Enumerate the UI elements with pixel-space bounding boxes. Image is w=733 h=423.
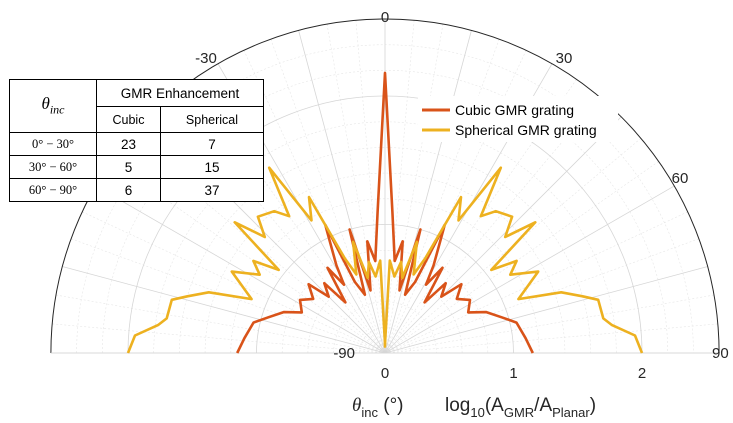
r-axis-sub-planar: Planar [552, 405, 590, 420]
r-axis-mid: /A [534, 395, 552, 416]
theta-header-sub: inc [49, 102, 65, 117]
angular-tick-label: 30 [556, 50, 573, 67]
spherical-value: 7 [159, 132, 265, 156]
radial-tick-label: 0 [381, 365, 389, 382]
major-spoke [62, 266, 386, 354]
row-range: 0° − 30° [9, 132, 97, 156]
legend-label-cubic: Cubic GMR grating [455, 102, 574, 118]
angular-tick-label: -90 [333, 345, 355, 362]
col-header-spherical: Spherical [159, 106, 265, 133]
row-range: 30° − 60° [9, 155, 97, 179]
legend-box [418, 96, 618, 142]
theta-axis-label: θinc (°) [352, 395, 404, 420]
theta-sub: inc [361, 405, 378, 420]
angular-tick-label: 60 [672, 170, 689, 187]
theta-header-symbol: θ [41, 94, 50, 114]
minor-arc [179, 147, 591, 354]
r-axis-label: log10(AGMR/APlanar) [445, 395, 596, 420]
table-row: 60° − 90° 6 37 [9, 178, 265, 202]
series-line-cubic [236, 71, 534, 354]
minor-arc [153, 121, 617, 354]
angular-tick-label: -30 [195, 50, 217, 67]
spherical-value: 37 [159, 178, 265, 202]
theta-unit: (°) [378, 395, 404, 416]
table-row: 0° − 30° 23 7 [9, 132, 265, 156]
table-row: 30° − 60° 5 15 [9, 155, 265, 179]
series-group [126, 71, 644, 354]
tick-labels: -90 -30 0 30 60 90 0 1 2 [195, 9, 729, 382]
r-axis-sub-gmr: GMR [504, 405, 534, 420]
col-header-cubic: Cubic [96, 106, 161, 133]
minor-arc [230, 198, 540, 354]
major-arc [256, 224, 514, 354]
major-spoke [384, 116, 622, 354]
spherical-value: 15 [159, 155, 265, 179]
series-line-spherical [126, 166, 644, 354]
major-spoke [298, 30, 386, 354]
cubic-value: 5 [96, 155, 161, 179]
cubic-value: 6 [96, 178, 161, 202]
major-spoke [384, 30, 472, 354]
legend: Cubic GMR grating Spherical GMR grating [418, 96, 618, 142]
minor-spoke [270, 38, 386, 354]
legend-label-spherical: Spherical GMR grating [455, 122, 597, 138]
theta-header: θinc [9, 79, 97, 133]
major-spoke [384, 266, 708, 354]
major-spoke [384, 185, 675, 354]
gmr-enhancement-table: θinc GMR Enhancement Cubic Spherical 0° … [9, 79, 265, 202]
group-header: GMR Enhancement [96, 79, 264, 107]
cubic-value: 23 [96, 132, 161, 156]
major-spoke [95, 185, 386, 354]
r-axis-close: ) [590, 395, 596, 416]
radial-tick-label: 1 [509, 365, 517, 382]
minor-spoke [384, 323, 718, 354]
radial-tick-label: 2 [638, 365, 646, 382]
theta-symbol: θ [352, 395, 361, 416]
minor-spoke [384, 38, 500, 354]
r-axis-base: 10 [470, 405, 484, 420]
minor-spoke [355, 20, 386, 354]
row-range: 60° − 90° [9, 178, 97, 202]
minor-arc [102, 70, 668, 354]
angular-tick-label: 0 [381, 9, 389, 26]
r-axis-open: (A [485, 395, 504, 416]
angular-tick-label: 90 [712, 345, 729, 362]
r-axis-prefix: log [445, 395, 470, 416]
